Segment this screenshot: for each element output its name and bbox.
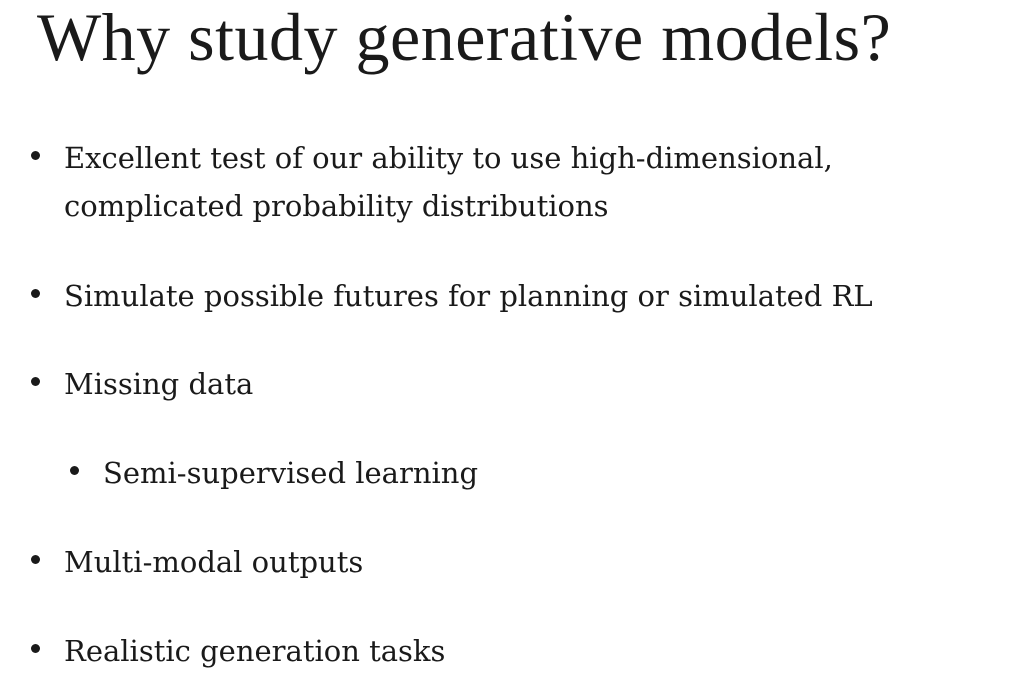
- bullet-dot-icon: [31, 151, 40, 160]
- bullet-dot-icon: [31, 289, 40, 298]
- bullet-text-line: complicated probability distributions: [64, 189, 609, 223]
- bullet-text: Realistic generation tasks: [64, 634, 446, 668]
- bullet-text: Missing data: [64, 367, 254, 401]
- slide-title: Why study generative models?: [37, 0, 892, 75]
- sub-bullet-item-semi-supervised: Semi-supervised learning: [70, 449, 478, 497]
- bullet-item-multi-modal: Multi-modal outputs: [31, 538, 363, 586]
- bullet-dot-icon: [31, 644, 40, 653]
- bullet-text-line: Excellent test of our ability to use hig…: [64, 141, 833, 175]
- bullet-text: Multi-modal outputs: [64, 545, 364, 579]
- bullet-text: Excellent test of our ability to use hig…: [64, 134, 833, 230]
- bullet-item-test-of-ability: Excellent test of our ability to use hig…: [31, 134, 833, 230]
- bullet-dot-icon: [31, 555, 40, 564]
- bullet-dot-icon: [31, 377, 40, 386]
- bullet-item-simulate-futures: Simulate possible futures for planning o…: [31, 272, 873, 320]
- bullet-item-missing-data: Missing data: [31, 360, 253, 408]
- bullet-dot-icon: [70, 466, 79, 475]
- bullet-item-realistic-generation: Realistic generation tasks: [31, 627, 445, 675]
- bullet-text: Semi-supervised learning: [103, 456, 479, 490]
- bullet-text: Simulate possible futures for planning o…: [64, 279, 873, 313]
